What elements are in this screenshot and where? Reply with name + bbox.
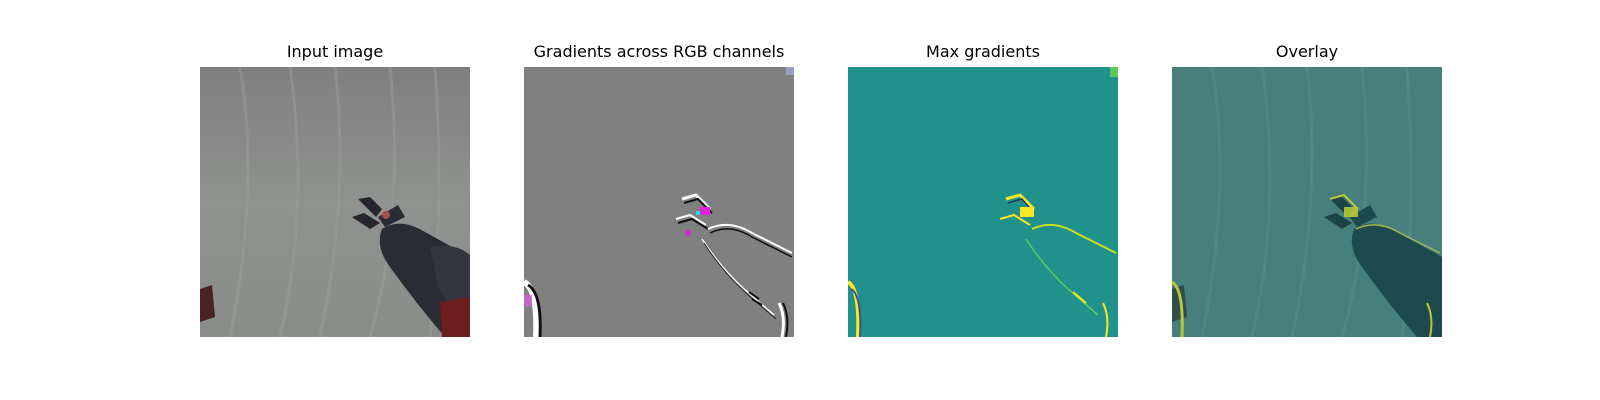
panel-rgb-gradients: Gradients across RGB channels: [524, 0, 794, 400]
panel-title: Overlay: [1275, 42, 1339, 61]
panel-title: Input image: [286, 42, 384, 61]
panel-overlay: Overlay: [1172, 0, 1442, 400]
panel-title: Max gradients: [926, 42, 1040, 61]
panel-max-gradients: Max gradients: [848, 0, 1118, 400]
panel-title: Gradients across RGB channels: [533, 42, 785, 61]
input-image: [200, 67, 470, 337]
overlay-image: [1172, 67, 1442, 337]
max-gradient-image: [848, 67, 1118, 337]
rgb-gradient-image: [524, 67, 794, 337]
panel-input-image: Input image: [200, 0, 470, 400]
